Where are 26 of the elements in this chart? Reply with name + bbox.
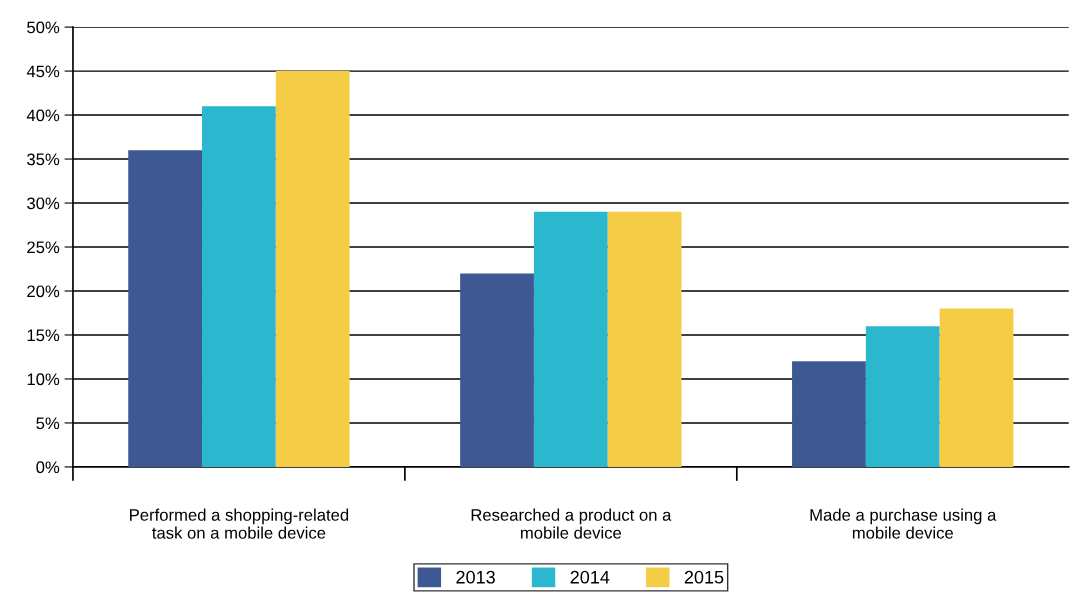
y-tick-label: 0%	[36, 461, 60, 474]
y-tick-label: 5%	[36, 417, 60, 430]
y-tick-label: 40%	[26, 109, 60, 122]
y-tick-label: 10%	[27, 373, 60, 386]
y-tick-label: 35%	[27, 153, 60, 166]
bar	[792, 361, 866, 467]
bar	[128, 150, 203, 467]
y-tick-label: 50%	[27, 21, 60, 34]
legend-label: 2015	[684, 570, 724, 584]
bar	[275, 71, 350, 467]
y-tick-label: 45%	[26, 65, 60, 78]
bar	[939, 308, 1014, 467]
x-tick-label: Researched a product on a mobile device	[471, 508, 672, 539]
bar	[533, 211, 608, 467]
bar	[607, 211, 682, 467]
y-tick-label: 25%	[27, 241, 60, 254]
legend-label: 2014	[570, 570, 610, 584]
y-tick-label: 30%	[27, 197, 60, 210]
x-tick-label: Made a purchase using a mobile device	[810, 508, 997, 539]
y-tick-label: 15%	[27, 329, 60, 342]
bar	[202, 106, 276, 467]
bar	[865, 326, 940, 467]
y-tick-label: 20%	[27, 285, 60, 298]
x-tick-label: Performed a shopping-related task on a mobile device	[130, 508, 349, 539]
legend-label: 2013	[456, 570, 495, 584]
bar	[460, 273, 534, 467]
